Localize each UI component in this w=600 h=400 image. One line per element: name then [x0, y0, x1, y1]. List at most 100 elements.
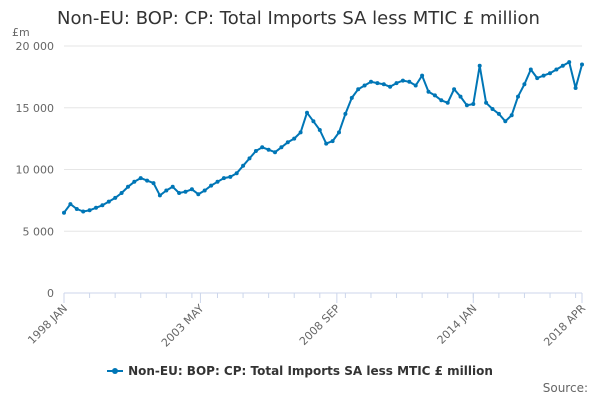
data-point	[554, 67, 559, 72]
data-point	[126, 184, 130, 189]
data-point	[394, 81, 399, 86]
data-point	[164, 188, 169, 193]
data-point	[535, 76, 540, 81]
data-point	[509, 113, 514, 118]
data-point	[477, 63, 482, 68]
data-point	[349, 95, 354, 100]
x-tick-label: 2018 APR	[541, 302, 588, 349]
data-point	[202, 188, 207, 193]
data-point	[285, 140, 290, 145]
data-point	[580, 62, 584, 67]
data-point	[113, 195, 118, 200]
y-tick-label: 20 000	[16, 40, 55, 53]
x-tick-label: 2014 JAN	[435, 302, 480, 347]
x-tick-label: 1998 JAN	[25, 302, 70, 347]
legend[interactable]: Non-EU: BOP: CP: Total Imports SA less M…	[0, 364, 600, 378]
data-point	[337, 130, 341, 135]
data-point	[209, 183, 214, 188]
data-point	[298, 130, 303, 135]
y-tick-label: 5 000	[23, 225, 55, 238]
data-point	[324, 141, 329, 146]
data-point	[464, 103, 469, 108]
y-tick-label: 10 000	[16, 164, 55, 177]
series-line	[63, 61, 583, 214]
data-point	[305, 110, 309, 115]
data-point	[279, 145, 284, 150]
data-point	[516, 94, 520, 99]
source-label: Source:	[542, 381, 588, 395]
data-point	[484, 100, 489, 105]
data-point	[196, 192, 201, 197]
data-point	[241, 163, 246, 168]
data-point	[343, 111, 348, 116]
data-point	[471, 102, 476, 106]
x-tick-label: 2003 MAY	[159, 302, 207, 350]
y-tick-label: 15 000	[16, 102, 55, 115]
data-point	[330, 139, 335, 144]
data-point	[62, 210, 66, 215]
data-point	[87, 208, 92, 213]
data-point	[273, 150, 277, 155]
data-point	[420, 73, 425, 78]
data-point	[432, 93, 437, 98]
data-point	[292, 136, 297, 141]
data-point	[400, 78, 405, 83]
data-point	[145, 178, 150, 183]
data-point	[100, 203, 105, 208]
data-point	[567, 60, 572, 65]
legend-label: Non-EU: BOP: CP: Total Imports SA less M…	[128, 364, 493, 378]
data-point	[439, 98, 444, 103]
data-point	[522, 82, 527, 87]
data-point	[119, 191, 124, 195]
data-point	[541, 73, 546, 78]
data-point	[573, 86, 578, 90]
data-point	[388, 84, 393, 89]
data-point	[94, 205, 98, 210]
data-point	[138, 176, 143, 181]
data-point	[234, 171, 239, 176]
data-point	[445, 100, 450, 105]
data-point	[228, 174, 233, 179]
data-point	[362, 83, 367, 88]
data-point	[503, 119, 508, 124]
data-point	[81, 209, 86, 214]
data-point	[496, 111, 501, 116]
data-point	[413, 83, 418, 88]
data-point	[317, 128, 322, 132]
data-point	[151, 181, 156, 186]
data-point	[132, 179, 137, 184]
data-point	[247, 156, 252, 161]
data-point	[221, 176, 226, 181]
y-tick-label: 0	[47, 287, 54, 300]
data-point	[548, 71, 552, 76]
data-point	[452, 87, 457, 92]
data-point	[490, 107, 495, 111]
data-point	[260, 145, 265, 150]
data-point	[356, 87, 361, 92]
data-point	[311, 119, 316, 124]
data-point	[369, 79, 373, 84]
data-point	[253, 149, 258, 153]
data-point	[375, 81, 380, 86]
data-point	[266, 147, 271, 152]
data-point	[458, 94, 463, 99]
data-point	[68, 202, 73, 207]
legend-line-symbol-icon	[107, 366, 124, 376]
data-point	[426, 89, 431, 94]
data-point	[560, 63, 565, 68]
data-point	[189, 187, 194, 192]
data-point	[183, 189, 188, 194]
data-point	[215, 179, 220, 184]
data-point	[106, 199, 111, 204]
x-tick-label: 2008 SEP	[297, 302, 343, 348]
chart-title: Non-EU: BOP: CP: Total Imports SA less M…	[57, 8, 540, 29]
data-point	[157, 193, 162, 198]
data-point	[407, 79, 412, 84]
data-point	[177, 191, 182, 195]
data-point	[381, 82, 386, 87]
data-point	[170, 184, 175, 189]
data-point	[74, 207, 79, 211]
data-point	[528, 67, 533, 72]
y-axis-label: £m	[12, 26, 30, 39]
